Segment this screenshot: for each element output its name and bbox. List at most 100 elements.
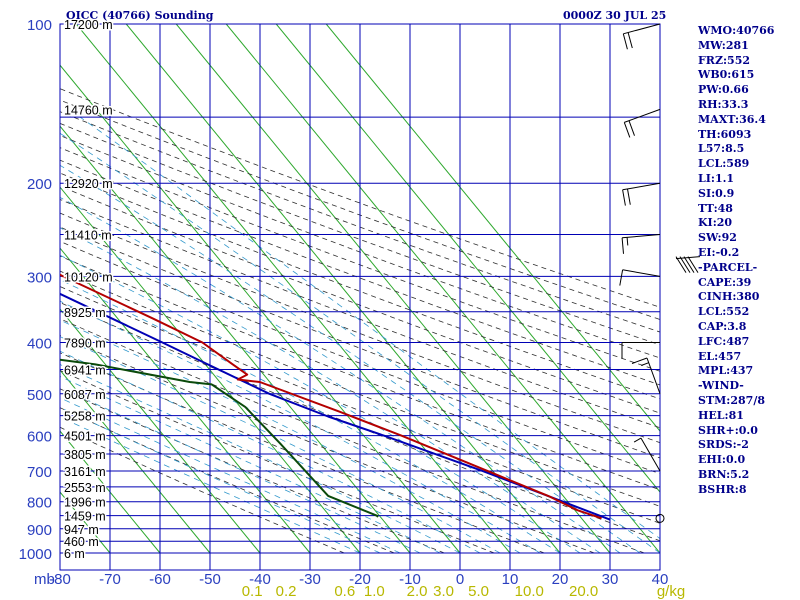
wind-barb-flag bbox=[622, 33, 628, 50]
temperature-tick-label: -80 bbox=[49, 571, 71, 588]
temperature-tick-label: 10 bbox=[502, 571, 519, 588]
wind-barb-flag bbox=[623, 122, 631, 138]
isotherm-line bbox=[60, 430, 161, 554]
mixing-ratio-label: 0.2 bbox=[276, 583, 297, 600]
mixing-ratio-label: 10.0 bbox=[515, 583, 544, 600]
height-label: 947 m bbox=[64, 523, 99, 537]
isotherm-line bbox=[75, 24, 511, 554]
dry-adiabat-line bbox=[60, 407, 395, 554]
moist-adiabat-line bbox=[60, 300, 541, 554]
moist-adiabat-line bbox=[60, 164, 641, 554]
hodograph-flag-mark bbox=[679, 256, 691, 273]
stability-index-item: LCL:552 bbox=[698, 305, 750, 319]
stability-index-item: EHI:0.0 bbox=[698, 453, 746, 467]
wind-barb-flag bbox=[627, 32, 633, 49]
stability-index-item: STM:287/8 bbox=[698, 393, 765, 407]
height-label: 14760 m bbox=[64, 103, 113, 117]
moist-adiabat-line bbox=[60, 279, 561, 554]
stability-index-item: RH:33.3 bbox=[698, 97, 749, 111]
mixing-ratio-label: 1.0 bbox=[364, 583, 385, 600]
height-label: 6 m bbox=[64, 547, 85, 561]
stability-index-item: TT:48 bbox=[698, 201, 733, 215]
pressure-temperature-grid bbox=[59, 23, 661, 571]
stability-index-item: EL:457 bbox=[698, 349, 742, 363]
mixing-ratio-label: 0.1 bbox=[242, 583, 263, 600]
dry-adiabat-line bbox=[60, 134, 660, 359]
wind-barb-staff bbox=[622, 269, 661, 277]
wind-barb-flag bbox=[622, 189, 626, 206]
moist-adiabat-line bbox=[60, 254, 581, 554]
wind-barb-staff bbox=[640, 437, 661, 472]
dry-adiabat-line bbox=[60, 226, 660, 459]
moist-adiabat-line bbox=[79, 116, 660, 540]
height-label: 3161 m bbox=[64, 465, 106, 479]
stability-index-item: -PARCEL- bbox=[698, 260, 758, 274]
mixing-ratio-label: 2.0 bbox=[407, 583, 428, 600]
wind-barb-staff bbox=[622, 234, 661, 239]
stability-index-item: CINH:380 bbox=[698, 290, 760, 304]
height-label: 4501 m bbox=[64, 430, 106, 444]
height-label: 3805 m bbox=[64, 448, 106, 462]
isotherm-line bbox=[175, 24, 611, 554]
wind-barb-staff bbox=[622, 182, 661, 191]
stability-index-item: PW:0.66 bbox=[698, 83, 749, 97]
dry-adiabat-lines bbox=[60, 88, 660, 554]
isotherm-line bbox=[60, 125, 411, 554]
stability-index-item: SRDS:-2 bbox=[698, 438, 749, 452]
stability-index-item: TH:6093 bbox=[698, 127, 752, 141]
dry-adiabat-line bbox=[60, 198, 660, 429]
stability-index-item: L57:8.5 bbox=[698, 142, 745, 156]
dry-adiabat-line bbox=[60, 185, 660, 414]
dry-adiabat-line bbox=[60, 111, 660, 333]
temperature-tick-label: -40 bbox=[249, 571, 271, 588]
wind-barb-flag bbox=[641, 362, 649, 366]
temperature-tick-label: -30 bbox=[299, 571, 321, 588]
mixing-ratio-label: 20.0 bbox=[569, 583, 598, 600]
stability-index-item: SHR+:0.0 bbox=[698, 423, 758, 437]
stability-index-item: HEL:81 bbox=[698, 408, 744, 422]
mixing-ratio-unit-label: g/kg bbox=[657, 583, 685, 600]
dewpoint-profile-line bbox=[60, 358, 379, 518]
isotherm-line bbox=[225, 24, 660, 554]
moist-adiabat-lines bbox=[60, 116, 660, 554]
dry-adiabat-line bbox=[60, 88, 660, 308]
height-label: 1996 m bbox=[64, 496, 106, 510]
pressure-tick-label: 800 bbox=[27, 495, 52, 512]
isotherm-line bbox=[60, 308, 261, 554]
dry-adiabat-line bbox=[60, 172, 660, 400]
moist-adiabat-line bbox=[60, 132, 660, 554]
stability-indices-list: WMO:40766 MW:281 FRZ:552 WB0:615 PW:0.66 RH:3… bbox=[698, 24, 774, 498]
dry-adiabat-line bbox=[60, 99, 660, 320]
mixing-ratio-label: 0.6 bbox=[334, 583, 355, 600]
height-label: 12920 m bbox=[64, 177, 113, 191]
moist-adiabat-line bbox=[60, 364, 461, 554]
hodograph-flag-mark bbox=[683, 256, 695, 273]
stability-index-item: MPL:437 bbox=[698, 364, 754, 378]
sounding-profiles bbox=[60, 273, 611, 521]
wind-barb-flag bbox=[628, 120, 635, 136]
stability-index-item: FRZ:552 bbox=[698, 53, 751, 67]
temperature-tick-label: -70 bbox=[99, 571, 121, 588]
height-label: 5258 m bbox=[64, 410, 106, 424]
hodograph-flag-mark bbox=[687, 256, 699, 273]
pressure-tick-label: 300 bbox=[27, 269, 52, 286]
dry-adiabat-line bbox=[60, 159, 660, 386]
stability-index-item: -WIND- bbox=[698, 379, 744, 393]
stability-index-item: SI:0.9 bbox=[698, 186, 735, 200]
stability-index-item: LCL:589 bbox=[698, 157, 750, 171]
temperature-tick-label: 30 bbox=[602, 571, 619, 588]
height-label: 17200 m bbox=[64, 18, 113, 32]
stability-index-item: WB0:615 bbox=[698, 68, 755, 82]
wind-calm-marker bbox=[655, 513, 665, 523]
pressure-tick-label: 100 bbox=[27, 17, 52, 34]
moist-adiabat-line bbox=[60, 416, 361, 554]
height-label: 460 m bbox=[64, 535, 99, 549]
temperature-tick-label: -20 bbox=[349, 571, 371, 588]
hodograph-flag-base bbox=[675, 256, 701, 260]
stability-index-item: CAP:3.8 bbox=[698, 319, 747, 333]
isotherm-line bbox=[0, 24, 10, 553]
stability-index-item: EI:-0.2 bbox=[698, 245, 740, 259]
pressure-tick-label: 500 bbox=[27, 387, 52, 404]
